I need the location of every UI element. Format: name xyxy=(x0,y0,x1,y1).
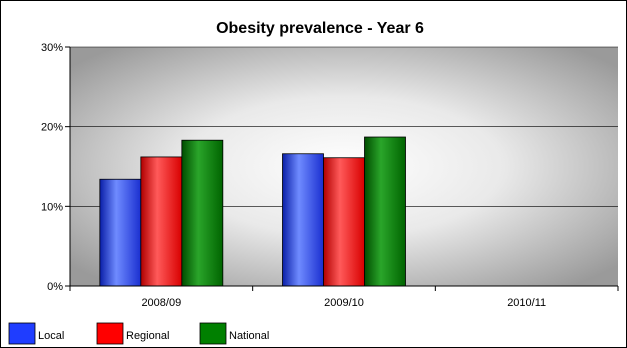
x-tick-labels: 2008/09 2009/10 2010/11 xyxy=(69,286,619,309)
y-tick-label: 10% xyxy=(41,201,63,213)
legend-label-regional: Regional xyxy=(126,330,169,342)
legend-label-local: Local xyxy=(38,330,64,342)
x-tick-label: 2010/11 xyxy=(507,297,546,309)
legend-label-national: National xyxy=(229,330,269,342)
bar-local-0 xyxy=(99,178,142,287)
bar-national-1 xyxy=(364,136,406,287)
bar-national-0 xyxy=(181,139,224,287)
legend-swatch-local xyxy=(8,322,36,345)
x-tick-label: 2009/10 xyxy=(324,297,364,309)
x-tick-label: 2008/09 xyxy=(141,297,181,309)
legend: Local Regional National xyxy=(8,322,269,345)
bar-regional-0 xyxy=(140,156,183,287)
y-tick-label: 20% xyxy=(41,122,63,134)
y-tick-label: 0% xyxy=(47,281,63,293)
y-tick-labels: 0% 10% 20% 30% xyxy=(41,42,70,293)
bar-local-1 xyxy=(282,153,324,287)
legend-swatch-regional xyxy=(96,322,124,345)
legend-swatch-national xyxy=(199,322,227,345)
y-tick-label: 30% xyxy=(41,42,63,54)
bar-regional-1 xyxy=(323,157,365,287)
chart-title: Obesity prevalence - Year 6 xyxy=(216,20,424,37)
axes xyxy=(69,47,618,287)
bars xyxy=(99,136,406,287)
